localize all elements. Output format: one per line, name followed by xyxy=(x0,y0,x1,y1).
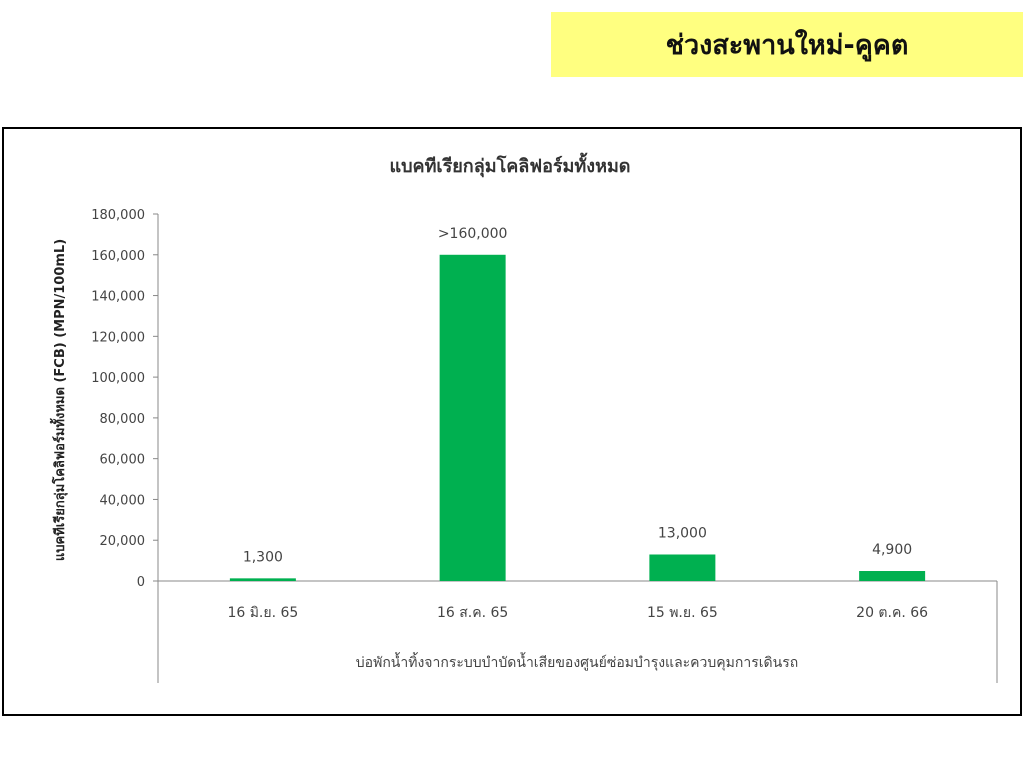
data-label: >160,000 xyxy=(438,226,508,242)
bar xyxy=(649,554,716,581)
x-tick-label: 20 ต.ค. 66 xyxy=(856,605,928,621)
data-label: 1,300 xyxy=(243,549,283,565)
data-label: 13,000 xyxy=(658,525,707,541)
bar xyxy=(859,571,926,581)
x-tick-label: 16 มิ.ย. 65 xyxy=(227,605,298,621)
data-label: 4,900 xyxy=(872,542,912,558)
x-axis-label: บ่อพักน้ำทิ้งจากระบบบำบัดน้ำเสียของศูนย์… xyxy=(356,652,798,671)
y-tick-label: 20,000 xyxy=(100,534,146,549)
y-tick-label: 80,000 xyxy=(100,412,146,427)
y-tick-label: 0 xyxy=(137,575,145,590)
y-tick-label: 140,000 xyxy=(91,290,145,305)
y-tick-label: 100,000 xyxy=(91,371,145,386)
chart-frame xyxy=(2,127,1022,716)
section-title: ช่วงสะพานใหม่-คูคต xyxy=(665,30,909,61)
y-tick-label: 120,000 xyxy=(91,330,145,345)
chart-title: แบคทีเรียกลุ่มโคลิฟอร์มทั้งหมด xyxy=(390,152,631,178)
bar xyxy=(229,578,296,581)
x-tick-label: 16 ส.ค. 65 xyxy=(437,605,508,621)
y-axis-label: แบคทีเรียกลุ่มโคลิฟอร์มทั้งหมด (FCB) (MP… xyxy=(49,239,68,561)
x-tick-label: 15 พ.ย. 65 xyxy=(647,605,718,621)
section-title-banner: ช่วงสะพานใหม่-คูคต xyxy=(551,12,1023,77)
bar xyxy=(439,254,506,581)
y-tick-label: 40,000 xyxy=(100,493,146,508)
y-tick-label: 180,000 xyxy=(91,208,145,223)
y-tick-label: 60,000 xyxy=(100,453,146,468)
y-tick-label: 160,000 xyxy=(91,249,145,264)
